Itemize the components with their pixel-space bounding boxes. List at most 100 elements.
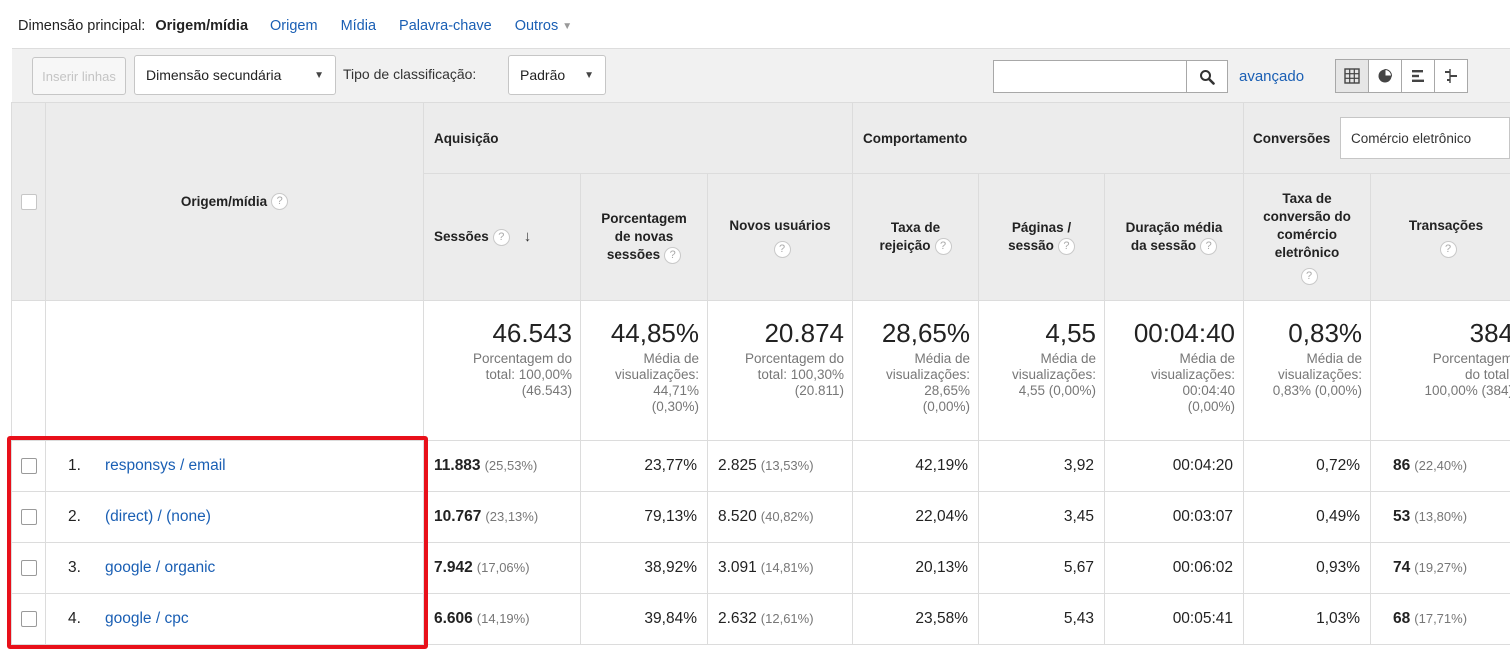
col-header-new-users[interactable]: Novos usuários? [707,173,853,301]
row-new-users-pct: (12,61%) [760,611,814,626]
row-new-users-pct: (13,53%) [760,458,814,473]
sort-type-value: Padrão [520,67,566,83]
total-subtext: Média de visualizações: 28,65% (0,00%) [859,351,970,415]
table-view-icon [1344,68,1360,84]
row-transactions: 53 (13,80%) [1370,491,1510,543]
total-sub-line: 0,83% (0,00%) [1272,383,1363,398]
row-new-users-value: 2.825 [718,457,757,474]
total-sub-line: Média de [1179,351,1236,366]
col-label-line: Duração média [1125,220,1223,235]
total-sub-line: 100,00% (384) [1424,383,1510,398]
col-label-line: Transações [1408,217,1484,233]
dimension-other-dropdown[interactable]: Outros ▼ [515,18,572,34]
col-label-line: eletrônico [1274,244,1340,260]
row-dimension-cell: 4. google / cpc [45,593,424,645]
help-icon[interactable]: ? [934,237,952,255]
total-sub-line: Média de [914,351,970,366]
row-transactions: 86 (22,40%) [1370,440,1510,492]
total-value: 0,83% [1288,318,1363,348]
row-transactions-pct: (19,27%) [1414,560,1468,575]
row-pages-per-session: 3,92 [978,440,1105,492]
col-header-bounce-rate[interactable]: Taxa de rejeição? [852,173,979,301]
row-new-users-pct: (14,81%) [760,560,814,575]
col-header-avg-session-duration[interactable]: Duração média da sessão? [1103,173,1245,301]
report-table: Origem/mídia? Aquisição Comportamento Co… [11,102,1510,645]
view-switcher [1335,59,1468,93]
help-icon[interactable]: ? [1200,237,1218,255]
performance-view-button[interactable] [1401,59,1435,93]
col-header-new-sessions-pct[interactable]: Porcentagem de novas sessões? [580,173,708,301]
row-checkbox[interactable] [20,457,37,474]
col-label-line: sessão [1008,238,1054,253]
secondary-dimension-label: Dimensão secundária [146,67,282,83]
col-label-sessions: Sessões [434,229,489,244]
row-pages-per-session: 5,43 [978,593,1105,645]
pie-view-icon [1378,68,1393,83]
row-dimension-link[interactable]: (direct) / (none) [105,508,211,525]
search-button[interactable] [1186,60,1228,93]
help-icon[interactable]: ? [1057,237,1075,255]
row-checkbox[interactable] [20,610,37,627]
dimension-column-header[interactable]: Origem/mídia? [45,102,424,301]
col-header-pages-per-session[interactable]: Páginas / sessão? [978,173,1105,301]
row-new-users: 8.520 (40,82%) [707,491,853,543]
row-sessions-value: 11.883 [434,457,481,474]
total-sub-line: Média de [643,351,699,366]
table-row: 3. google / organic 7.942 (17,06%) 38,92% 3.0… [11,542,1510,594]
dimension-link-origem[interactable]: Origem [270,18,318,34]
advanced-filter-link[interactable]: avançado [1239,68,1305,85]
help-icon[interactable]: ? [664,246,682,264]
row-bounce-rate: 23,58% [852,593,979,645]
row-dimension-link[interactable]: responsys / email [105,457,226,474]
row-index: 2. [68,508,81,525]
insert-rows-button[interactable]: Inserir linhas [32,57,126,95]
caret-down-icon: ▼ [314,69,324,81]
row-checkbox[interactable] [20,508,37,525]
dimension-link-palavra-chave[interactable]: Palavra-chave [399,18,492,34]
table-search-input[interactable] [993,60,1187,93]
row-sessions-value: 10.767 [434,508,482,525]
total-avg-session-duration: 00:04:40 Média de visualizações: 00:04:40 (0… [1103,300,1245,441]
secondary-dimension-dropdown[interactable]: Dimensão secundária ▼ [134,55,336,95]
help-icon[interactable]: ? [271,193,289,211]
help-icon[interactable]: ? [1300,267,1318,285]
table-row: 4. google / cpc 6.606 (14,19%) 39,84% 2.632 (1… [11,593,1510,645]
col-label-line: comércio [1277,226,1338,242]
col-header-sessions[interactable]: Sessões? ↓ [423,173,581,301]
total-sub-line: 4,55 (0,00%) [1018,383,1096,398]
row-sessions-pct: (23,13%) [485,509,539,524]
conversion-type-dropdown[interactable]: Comércio eletrônico [1340,117,1510,159]
row-sessions: 6.606 (14,19%) [423,593,581,645]
totals-row: 46.543 Porcentagem do total: 100,00% (46.54… [11,300,1510,441]
total-subtext: Média de visualizações: 4,55 (0,00%) [985,351,1096,399]
col-header-transactions[interactable]: Transações? [1370,173,1510,301]
row-checkbox[interactable] [20,559,37,576]
help-icon[interactable]: ? [1439,240,1457,258]
pie-view-button[interactable] [1368,59,1402,93]
caret-down-icon: ▼ [584,69,594,81]
row-new-users-value: 3.091 [718,559,757,576]
totals-empty-cell [11,300,46,441]
help-icon[interactable]: ? [773,240,791,258]
row-new-sessions-pct: 38,92% [580,542,708,594]
comparison-view-button[interactable] [1434,59,1468,93]
total-subtext: Média de visualizações: 0,83% (0,00%) [1250,351,1362,399]
dimension-link-midia[interactable]: Mídia [340,18,377,34]
sort-type-dropdown[interactable]: Padrão ▼ [508,55,606,95]
col-header-ecommerce-conversion-rate[interactable]: Taxa de conversão do comércio eletrônico? [1243,173,1372,301]
total-value: 20.874 [764,318,844,348]
row-avg-session-duration: 00:06:02 [1103,542,1245,594]
row-dimension-link[interactable]: google / cpc [105,610,189,627]
row-dimension-link[interactable]: google / organic [105,559,216,576]
total-sub-line: (20.811) [794,383,844,398]
table-view-button[interactable] [1335,59,1369,93]
col-label-line: Porcentagem [601,211,687,226]
total-sub-line: visualizações: [885,367,970,382]
help-icon[interactable]: ? [492,228,510,246]
row-ecommerce-conversion-rate: 1,03% [1243,593,1372,645]
row-transactions-pct: (17,71%) [1414,611,1468,626]
select-all-checkbox[interactable] [20,194,37,211]
row-pages-per-session: 3,45 [978,491,1105,543]
total-new-sessions-pct: 44,85% Média de visualizações: 44,71% (0,30%… [580,300,708,441]
total-value: 28,65% [881,318,970,348]
